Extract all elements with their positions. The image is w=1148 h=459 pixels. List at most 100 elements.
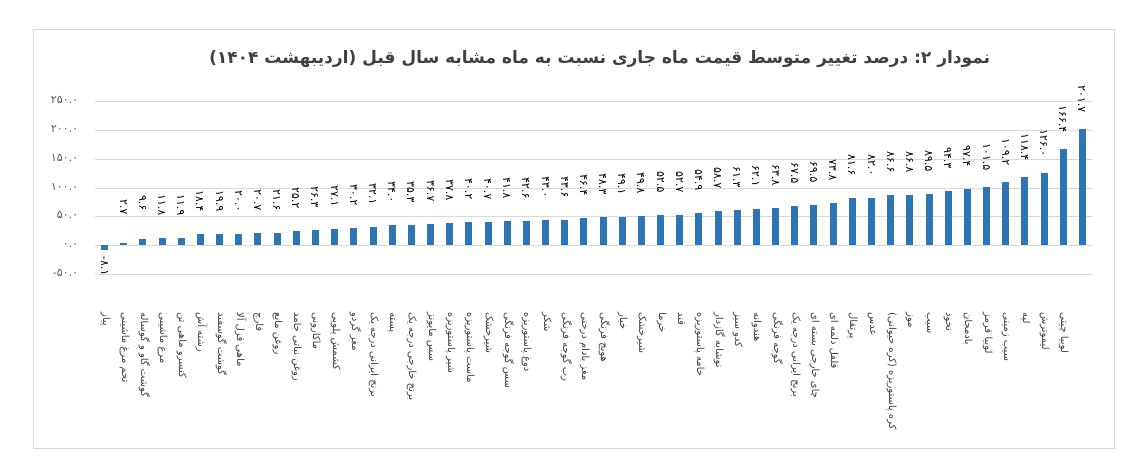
bar[interactable]: [369, 226, 377, 245]
bar[interactable]: [196, 234, 204, 245]
category-label: کدو سبز: [732, 312, 744, 347]
bar[interactable]: [446, 223, 454, 245]
y-tick-label: ۱۵۰.۰: [50, 151, 78, 164]
bar[interactable]: [618, 216, 626, 245]
y-tick-label: ۲۵۰.۰: [50, 93, 78, 106]
bar[interactable]: [350, 227, 358, 245]
bar[interactable]: [772, 208, 780, 245]
category-label: کنسرو ماهی تن: [176, 312, 188, 378]
bar[interactable]: [503, 220, 511, 245]
bar[interactable]: [331, 229, 339, 245]
data-label: ۱۱۸.۴: [1017, 132, 1031, 161]
data-label: ۴۳.۶: [557, 175, 571, 198]
bar[interactable]: [676, 214, 684, 245]
bar[interactable]: [522, 220, 530, 245]
bar[interactable]: [637, 216, 645, 245]
bar[interactable]: [925, 193, 933, 245]
bar[interactable]: [1021, 176, 1029, 245]
bar[interactable]: [1078, 129, 1086, 245]
bar[interactable]: [657, 214, 665, 245]
data-label: ۲۱.۶: [270, 188, 284, 210]
category-label: هندوانه: [751, 312, 763, 342]
category-label: گوشت گوسفند: [214, 312, 226, 375]
data-label: ۳۵.۳: [404, 180, 418, 202]
bar[interactable]: [810, 205, 818, 245]
bar[interactable]: [1059, 149, 1067, 245]
bar[interactable]: [1040, 172, 1048, 245]
data-label: ۲۰.۰: [231, 189, 245, 211]
bar[interactable]: [868, 197, 875, 245]
bar[interactable]: [273, 232, 281, 245]
bar[interactable]: [695, 213, 703, 245]
category-label: پیاز: [99, 312, 111, 326]
data-label: ۶۲.۱: [749, 165, 763, 187]
bar[interactable]: [906, 195, 914, 245]
data-label: ۴۱.۸: [500, 176, 514, 199]
bar[interactable]: [542, 220, 550, 245]
category-label: برنج ایرانی درجه یک: [789, 312, 801, 397]
bar[interactable]: [944, 190, 952, 245]
category-label: مرغ ماشینی: [157, 312, 169, 364]
data-label: ۳۰.۲: [346, 183, 360, 205]
category-label: هویج فرنگی: [598, 312, 610, 362]
data-label: ۲۷.۱: [327, 185, 341, 207]
category-label: سس گوجه فرنگی: [502, 312, 514, 388]
bar[interactable]: [791, 206, 799, 245]
data-label: ۱۱.۹: [174, 194, 188, 216]
bar[interactable]: [465, 221, 473, 245]
bar[interactable]: [561, 219, 569, 245]
bar[interactable]: [139, 239, 147, 245]
bar[interactable]: [599, 217, 607, 245]
bar[interactable]: [216, 233, 224, 245]
bar[interactable]: [235, 233, 243, 245]
category-label: قارچ: [252, 312, 264, 332]
bar[interactable]: [254, 233, 262, 245]
bar[interactable]: [1002, 182, 1010, 245]
bar[interactable]: [407, 224, 415, 245]
y-tick-label: ۰.۰: [62, 237, 78, 250]
data-label: ۶۹.۵: [806, 161, 820, 183]
category-label: لوبیا چیتی: [1058, 312, 1070, 353]
category-label: برنج خارجی درجه یک: [406, 312, 418, 401]
category-label: خرما: [655, 312, 667, 333]
bar[interactable]: [484, 221, 492, 245]
category-label: شیر پاستوریزه: [444, 312, 456, 373]
bar[interactable]: [388, 225, 396, 245]
data-label: ۴۲.۶: [519, 176, 533, 198]
data-label: ۸۶.۶: [883, 151, 897, 173]
bar[interactable]: [311, 229, 319, 245]
bar[interactable]: [829, 202, 837, 245]
category-label: ماست پاستوریزه: [463, 312, 475, 383]
data-label: ۹۴.۳: [941, 146, 955, 168]
bar[interactable]: [848, 198, 856, 245]
bar[interactable]: [427, 223, 435, 245]
bar[interactable]: [714, 211, 722, 245]
data-label: ۴۸.۳: [596, 173, 610, 195]
bar[interactable]: [887, 195, 895, 245]
data-label: ۶۱.۳: [730, 165, 744, 187]
bar[interactable]: [580, 218, 588, 245]
category-label: گوشت گاو و گوساله: [137, 312, 149, 397]
bar[interactable]: [963, 188, 971, 245]
bar[interactable]: [120, 243, 128, 245]
data-label: ۱۰۱.۵: [979, 142, 993, 170]
category-label: شیرخشک: [636, 312, 648, 353]
data-label: ۴۹.۸: [634, 172, 648, 194]
bar[interactable]: [158, 238, 166, 245]
bar[interactable]: [752, 209, 760, 245]
category-label: گوجه فرنگی: [770, 312, 782, 364]
bar[interactable]: [101, 245, 109, 250]
data-label: ۹۷.۴: [960, 144, 974, 167]
data-label: ۴۰.۷: [481, 177, 495, 199]
bar[interactable]: [983, 186, 991, 245]
data-label: ۱۱.۸: [155, 194, 169, 216]
bar[interactable]: [292, 230, 300, 245]
data-label: ۶۳.۸: [768, 164, 782, 186]
bar[interactable]: [733, 209, 741, 245]
category-label: دوغ پاستوریزه: [521, 312, 533, 372]
category-label: برنج ایرانی درجه یک: [368, 312, 379, 397]
bar[interactable]: [177, 238, 185, 245]
category-label: خیار: [617, 312, 629, 330]
data-label: ۴۶.۴: [576, 174, 590, 196]
category-label: ماکارونی: [310, 312, 322, 349]
